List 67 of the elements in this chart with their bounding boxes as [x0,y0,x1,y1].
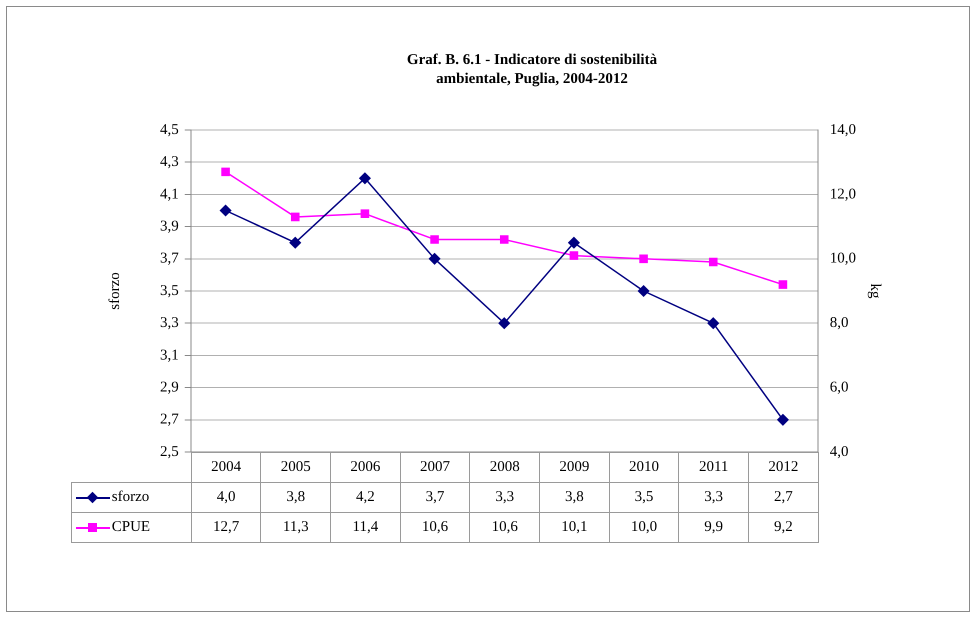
x-tick-label: 2011 [678,452,748,482]
data-label: 2,7 [748,482,818,512]
data-label: 11,4 [330,512,400,542]
data-label: 10,6 [400,512,470,542]
point [428,253,440,265]
x-tick-label: 2006 [330,452,400,482]
data-label: 3,8 [260,482,331,512]
data-label: 9,2 [748,512,818,542]
data-label: 10,0 [609,512,679,542]
x-tick-label: 2009 [540,452,610,482]
y-tick-label: 4,1 [160,186,179,202]
data-label: 4,2 [330,482,400,512]
y-tick-label: 2,5 [160,444,179,460]
data-label: 3,3 [678,482,748,512]
y2-tick-label: 14,0 [830,122,856,138]
point [430,235,439,244]
y-tick-label: 3,5 [160,282,179,299]
point [221,168,230,176]
y-tick-label: 2,7 [160,412,180,428]
y-tick-label: 4,5 [160,122,179,138]
x-tick-label: 2004 [191,452,261,482]
data-label: 3,5 [609,482,679,512]
point [360,209,370,218]
y2-tick-label: 6,0 [830,380,848,396]
point [568,236,580,248]
point [220,204,232,216]
y-tick-label: 3,1 [160,347,179,364]
point [570,251,578,260]
point [500,235,509,244]
legend-label: sforzo [112,489,150,505]
point [777,414,789,426]
data-label: 11,3 [260,512,331,542]
point [708,317,719,329]
y2-tick-label: 4,0 [830,444,848,460]
y2-tick-label: 8,0 [830,315,848,332]
data-label: 12,7 [191,512,261,542]
y-tick-label: 3,9 [160,218,179,235]
y2-tick-label: 12,0 [830,186,856,202]
chart-title: Graf. B. 6.1 - Indicatore di sostenibilità ambientale, Puglia, 2004-2012 [406,51,658,89]
x-tick-label: 2008 [470,452,540,482]
data-label: 3,8 [540,482,610,512]
point [639,254,648,264]
point [290,212,300,222]
point [498,317,510,329]
point [290,236,301,248]
data-label: 3,7 [400,482,470,512]
y2-axis-title: kg [867,284,884,299]
data-label: 4,0 [191,482,261,512]
x-tick-label: 2007 [400,452,470,482]
y-tick-label: 3,3 [160,315,179,332]
y2-tick-label: 10,0 [830,250,856,267]
data-label: 9,9 [678,512,748,542]
y-tick-label: 4,3 [160,154,179,170]
point [778,280,788,289]
point [638,285,650,297]
point [359,172,371,184]
y-tick-label: 2,9 [160,380,179,396]
point [708,258,718,266]
data-label: 3,3 [470,482,540,512]
x-tick-label: 2012 [748,452,818,482]
data-label: 10,6 [470,512,540,542]
data-label: 10,1 [540,512,610,542]
x-tick-label: 2005 [260,452,331,482]
y-axis-title: sforzo [106,272,123,310]
x-tick-label: 2010 [609,452,679,482]
legend-label: CPUE [112,519,150,535]
y-tick-label: 3,7 [160,250,180,267]
